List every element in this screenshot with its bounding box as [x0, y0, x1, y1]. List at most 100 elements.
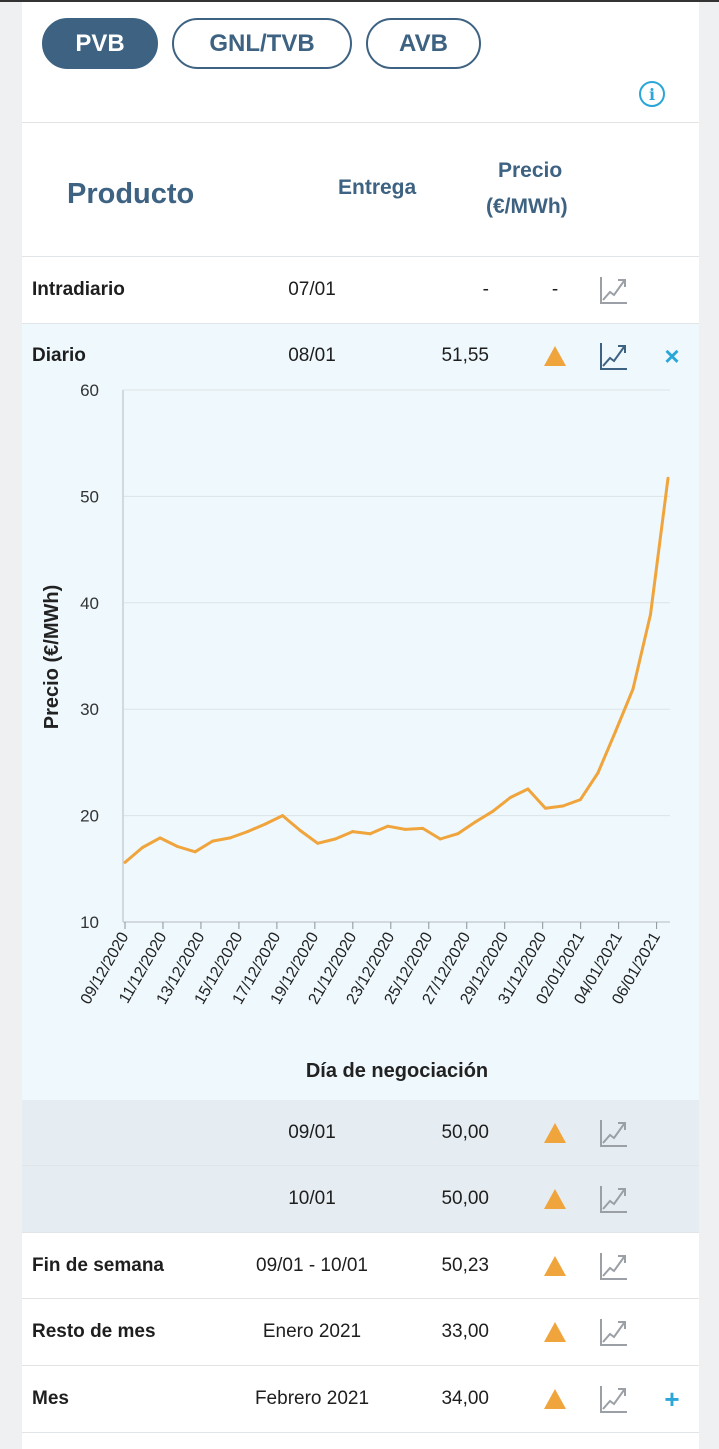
y-axis-label: Precio (€/MWh) [41, 585, 63, 729]
x-axis-label: Día de negociación [306, 1060, 488, 1082]
divider [22, 1232, 699, 1233]
table-row-0901[interactable]: 09/01 50,00 [22, 1100, 699, 1166]
data-point [631, 687, 635, 691]
data-point [473, 820, 477, 824]
delivery-value: 09/01 - 10/01 [256, 1255, 368, 1276]
price-value: 50,23 [441, 1255, 489, 1276]
data-point [543, 806, 547, 810]
data-point [176, 844, 180, 848]
data-point [508, 796, 512, 800]
trend-up-icon [542, 1366, 568, 1432]
product-name: Resto de mes [32, 1321, 156, 1342]
chart-icon[interactable] [598, 1366, 630, 1432]
y-tick-label: 40 [80, 594, 99, 613]
tab-avb[interactable]: AVB [366, 18, 481, 69]
price-value: 33,00 [441, 1321, 489, 1342]
tab-pvb[interactable]: PVB [42, 18, 158, 69]
data-point [193, 850, 197, 854]
data-point [351, 830, 355, 834]
info-icon[interactable]: i [639, 81, 665, 107]
product-name: Mes [32, 1388, 69, 1409]
data-point [298, 828, 302, 832]
data-point [561, 804, 565, 808]
divider [22, 1365, 699, 1366]
trend-up-icon [542, 323, 568, 389]
y-tick-label: 60 [80, 381, 99, 400]
trend-up-icon [542, 1299, 568, 1365]
data-point [333, 837, 337, 841]
price-series-line [124, 478, 670, 864]
price-chart: 10203040506009/12/202011/12/202013/12/20… [41, 381, 670, 1082]
price-value: 50,00 [441, 1122, 489, 1143]
data-point [246, 830, 250, 834]
divider [22, 256, 699, 257]
y-tick-label: 50 [80, 487, 99, 506]
tab-gnl-tvb[interactable]: GNL/TVB [172, 18, 352, 69]
y-tick-label: 30 [80, 700, 99, 719]
data-point [141, 846, 145, 850]
price-value: - [482, 279, 489, 300]
data-point [123, 860, 127, 864]
delivery-value: 10/01 [288, 1188, 336, 1209]
expand-plus-icon[interactable]: + [664, 1383, 680, 1414]
data-point [403, 827, 407, 831]
chart-icon-active[interactable] [598, 323, 630, 389]
chart-icon[interactable] [598, 1299, 630, 1365]
data-point [596, 771, 600, 775]
divider [22, 1165, 699, 1166]
delivery-value: Febrero 2021 [254, 1388, 370, 1409]
data-point [386, 824, 390, 828]
data-point [228, 836, 232, 840]
price-value: 51,55 [441, 345, 489, 366]
divider [22, 1432, 699, 1433]
data-point [438, 837, 442, 841]
data-point [421, 826, 425, 830]
expanded-row-diario [22, 324, 699, 1100]
product-name: Diario [32, 345, 86, 366]
y-tick-label: 20 [80, 807, 99, 826]
column-header-price-unit: (€/MWh) [486, 195, 568, 218]
column-header-delivery: Entrega [338, 176, 417, 199]
table-row-resto-de-mes[interactable]: Resto de mes Enero 2021 33,00 [22, 1299, 699, 1365]
table-row-1001[interactable]: 10/01 50,00 [22, 1166, 699, 1232]
top-edge [0, 0, 719, 2]
table-row-mes[interactable]: Mes Febrero 2021 34,00 + [22, 1366, 699, 1432]
chart-icon[interactable] [598, 1233, 630, 1299]
chart-icon[interactable] [598, 1100, 630, 1166]
product-name: Fin de semana [32, 1255, 164, 1276]
data-point [666, 476, 670, 480]
data-point [263, 822, 267, 826]
table-row-diario[interactable]: Diario 08/01 51,55 × [22, 323, 699, 389]
data-point [613, 730, 617, 734]
data-point [281, 814, 285, 818]
chart-icon[interactable] [598, 257, 630, 323]
data-point [211, 839, 215, 843]
delivery-value: 09/01 [288, 1122, 336, 1143]
price-value: 50,00 [441, 1188, 489, 1209]
delivery-value: Enero 2021 [262, 1321, 362, 1342]
close-icon[interactable]: × [664, 340, 680, 371]
data-point [526, 787, 530, 791]
data-point [578, 798, 582, 802]
data-point [648, 613, 652, 617]
trend-up-icon [542, 1100, 568, 1166]
data-point [368, 832, 372, 836]
delivery-value: 08/01 [288, 345, 336, 366]
trend-value: - [551, 279, 559, 300]
product-name: Intradiario [32, 279, 125, 300]
divider [22, 1298, 699, 1299]
table-row-fin-de-semana[interactable]: Fin de semana 09/01 - 10/01 50,23 [22, 1233, 699, 1299]
price-value: 34,00 [441, 1388, 489, 1409]
data-point [456, 832, 460, 836]
divider [22, 122, 699, 123]
column-header-price: Precio [498, 159, 563, 182]
chart-icon[interactable] [598, 1166, 630, 1232]
table-row-intradiario[interactable]: Intradiario 07/01 - - [22, 257, 699, 323]
trend-up-icon [542, 1233, 568, 1299]
data-point [158, 836, 162, 840]
delivery-value: 07/01 [288, 279, 336, 300]
data-point [491, 809, 495, 813]
column-header-product: Producto [67, 178, 195, 210]
trend-up-icon [542, 1166, 568, 1232]
